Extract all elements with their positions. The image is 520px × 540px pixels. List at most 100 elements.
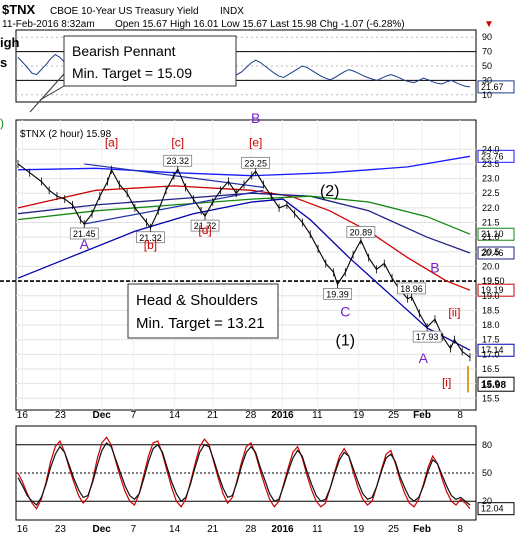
pivot-label-box — [323, 288, 352, 300]
pivot-label: 20.89 — [350, 227, 373, 237]
price-tick-label: 22.5 — [482, 188, 500, 198]
chart-quote: Open 15.67 High 16.01 Low 15.67 Last 15.… — [115, 19, 405, 30]
chart-name: CBOE 10-Year US Treasury Yield — [50, 6, 199, 17]
moving-average-line — [17, 195, 471, 235]
ma-value-badge — [477, 343, 515, 357]
rsi-tick-label: 70 — [482, 47, 492, 57]
wave-label: B — [430, 259, 439, 275]
wave-label: C — [340, 303, 350, 319]
rsi-tick-label: 90 — [482, 32, 492, 42]
x-tick-label: 14 — [169, 410, 181, 421]
price-tick-label: 16.5 — [482, 364, 500, 374]
down-marker-icon: ▼ — [484, 19, 494, 30]
wave-label: (1) — [336, 333, 356, 350]
x-tick-label: 8 — [457, 524, 463, 535]
pivot-label: 21.72 — [194, 221, 217, 231]
price-tick-label: 20.0 — [482, 261, 500, 271]
wave-label: (2) — [320, 183, 340, 200]
pivot-label: 18.96 — [400, 284, 423, 294]
bearish-pennant-title: Bearish Pennant — [72, 43, 176, 59]
series — [17, 51, 471, 510]
pivot-label: 23.25 — [244, 158, 267, 168]
rsi-last-badge — [477, 80, 515, 94]
x-tick-label: 25 — [388, 524, 400, 535]
price-tick-label: 18.0 — [482, 320, 500, 330]
price-tick-label: 19.0 — [482, 291, 500, 301]
head-shoulders-title: Head & Shoulders — [136, 292, 258, 309]
price-tick-label: 23.0 — [482, 174, 500, 184]
left-fragment: ) — [0, 116, 4, 130]
x-tick-label: 21 — [207, 524, 219, 535]
chart-date: 11-Feb-2016 8:32am — [2, 19, 95, 30]
x-tick-label: 21 — [207, 410, 219, 421]
x-tick-label: 19 — [353, 410, 365, 421]
x-tick-label: 28 — [245, 410, 257, 421]
pennant-callout-line — [39, 85, 65, 101]
price-tick-label: 16.0 — [482, 379, 500, 389]
x-tick-label: 2016 — [271, 410, 294, 421]
last-price-badge — [477, 376, 515, 392]
wave-label: [e] — [249, 135, 262, 149]
pivot-label-box — [241, 156, 270, 169]
pivot-label: 21.45 — [73, 229, 96, 239]
chart-symbol: $TNX — [2, 2, 36, 17]
ma-value-badge — [477, 246, 515, 260]
moving-average-line — [17, 192, 471, 254]
x-tick-label: 28 — [245, 524, 257, 535]
price-tick-label: 17.0 — [482, 349, 500, 359]
price-tick-label: 19.5 — [482, 276, 500, 286]
ma-value-label: 17.14 — [481, 345, 504, 355]
x-tick-label: 25 — [388, 410, 400, 421]
x-tick-label: 16 — [17, 524, 29, 535]
axes: 90 70 50 30 10 24.0 23.5 23.0 22.5 22.0 21.5 21.0 20… — [17, 32, 500, 535]
bearish-pennant-target: Min. Target = 15.09 — [72, 65, 192, 81]
x-tick-label: 8 — [457, 410, 463, 421]
osc-last-value: 12.04 — [481, 504, 504, 514]
left-fragment: s — [0, 55, 7, 70]
price-tick-label: 18.5 — [482, 305, 500, 315]
x-tick-label: Dec — [92, 410, 111, 421]
ma-value-label: 20.46 — [481, 248, 504, 258]
price-tick-label: 15.5 — [482, 393, 500, 403]
price-tick-label: 17.5 — [482, 335, 500, 345]
wave-label: B — [251, 110, 260, 126]
x-tick-label: 23 — [55, 410, 67, 421]
x-tick-label: 7 — [131, 524, 137, 535]
price-tick-label: 22.0 — [482, 203, 500, 213]
price-tick-label: 21.0 — [482, 232, 500, 242]
ma-value-label: 23.76 — [481, 151, 504, 161]
wave-label: [ii] — [448, 305, 460, 319]
osc-tick-label: 50 — [482, 468, 492, 478]
x-tick-label: 16 — [17, 410, 29, 421]
pivot-label-box — [346, 226, 376, 238]
head-shoulders-annotation: Head & Shoulders Min. Target = 13.21 — [127, 283, 279, 339]
wave-label: [d] — [198, 223, 211, 237]
osc-tick-label: 20 — [482, 496, 492, 506]
pivot-label-box — [163, 154, 193, 167]
price-tick-label: 20.5 — [482, 247, 500, 257]
wave-label: [i] — [442, 376, 451, 390]
rsi-tick-label: 50 — [482, 61, 492, 71]
wave-label: [a] — [105, 135, 118, 149]
pivot-label: 23.32 — [166, 156, 189, 166]
wave-label: A — [80, 236, 90, 252]
last-price-label: 15.98 — [481, 380, 506, 391]
ma-value-badge — [477, 227, 515, 241]
x-tick-label: 14 — [169, 524, 181, 535]
price-tick-label: 23.5 — [482, 159, 500, 169]
rsi-tick-label: 10 — [482, 90, 492, 100]
price-panel-title: $TNX (2 hour) 15.98 — [20, 129, 112, 140]
x-tick-label: 11 — [312, 410, 323, 421]
rsi-last-value: 21.67 — [481, 82, 504, 92]
x-tick-label: 2016 — [271, 524, 294, 535]
rsi-tick-label: 30 — [482, 75, 492, 85]
x-tick-label: 23 — [55, 524, 67, 535]
ma-value-label: 19.19 — [481, 285, 504, 295]
wave-label: [c] — [171, 135, 184, 149]
wave-label: [b] — [144, 238, 157, 252]
ma-value-badge — [477, 149, 515, 163]
pivot-label-box — [69, 227, 99, 240]
pivot-label-box — [136, 231, 165, 244]
price-tick-label: 24.0 — [482, 144, 500, 154]
